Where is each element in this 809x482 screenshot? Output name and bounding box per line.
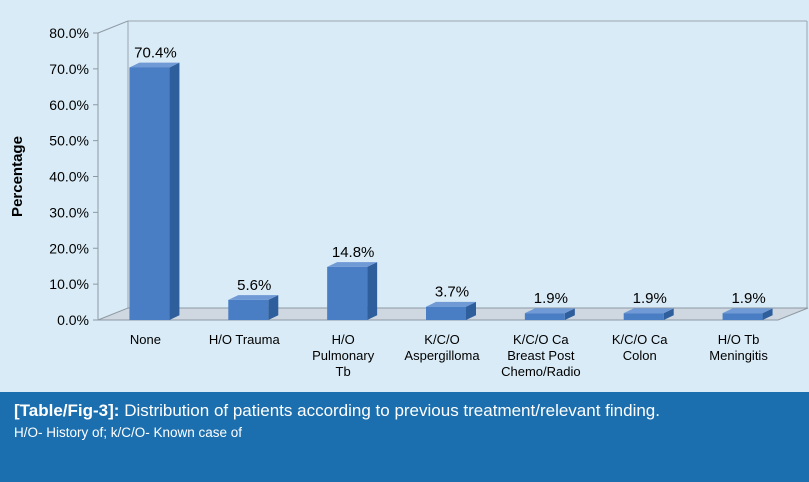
bar-top <box>623 308 674 314</box>
y-tick-label: 20.0% <box>49 240 89 256</box>
bar-top <box>327 262 378 267</box>
x-tick-label: K/C/O Ca Colon <box>612 332 668 363</box>
back-wall-edge <box>127 21 808 309</box>
y-tick-label: 80.0% <box>49 25 89 41</box>
data-label: 70.4% <box>134 44 177 61</box>
y-tick-label: 30.0% <box>49 204 89 220</box>
bar-top <box>129 62 180 68</box>
bar <box>129 67 170 320</box>
y-tick-label: 40.0% <box>49 169 89 185</box>
data-label: 5.6% <box>237 277 271 294</box>
bar-side <box>564 308 575 320</box>
x-tick-label: H/O Trauma <box>209 332 281 347</box>
x-tick-label: H/O Pulmonary Tb <box>312 332 375 379</box>
bar-side <box>268 295 279 320</box>
y-tick-label: 10.0% <box>49 276 89 292</box>
bar-side <box>367 262 378 320</box>
caption-tag: [Table/Fig-3]: <box>14 401 120 420</box>
caption-note: H/O- History of; k/C/O- Known case of <box>14 425 243 440</box>
y-axis-depth-line <box>97 20 129 34</box>
y-tick-label: 50.0% <box>49 133 89 149</box>
data-label: 1.9% <box>633 290 667 307</box>
bar-chart: 0.0% 10.0% 20.0% 30.0% 40.0% 50.0% 60.0% 70.0% 8… <box>9 20 809 379</box>
y-tick-label: 60.0% <box>49 97 89 113</box>
bar-top <box>524 308 575 314</box>
bar-top <box>426 301 476 307</box>
data-label: 3.7% <box>435 284 469 301</box>
bar-side <box>663 308 674 320</box>
caption-text: Distribution of patients according to pr… <box>124 401 660 420</box>
y-tick-label: 70.0% <box>49 61 89 77</box>
bar <box>623 313 664 320</box>
chart-area: 0.0% 10.0% 20.0% 30.0% 40.0% 50.0% 60.0% 70.0% 8… <box>9 20 809 379</box>
bar-side <box>762 308 773 320</box>
figure-caption: [Table/Fig-3]: Distribution of patients … <box>0 392 809 482</box>
data-label: 1.9% <box>534 290 568 307</box>
bar <box>228 299 269 320</box>
bar <box>524 313 565 320</box>
bar <box>722 313 763 320</box>
bar-side <box>466 301 476 320</box>
data-label: 1.9% <box>731 290 765 307</box>
bar-top <box>228 295 279 300</box>
x-tick-label: None <box>130 332 161 347</box>
data-label: 14.8% <box>332 244 375 261</box>
x-tick-label: K/C/O Aspergilloma <box>404 332 480 363</box>
x-tick-label: H/O Tb Meningitis <box>709 332 768 363</box>
bar-top <box>722 308 773 314</box>
y-tick-label: 0.0% <box>57 312 89 328</box>
bar <box>426 306 466 320</box>
bar-side <box>169 62 180 320</box>
x-tick-label: K/C/O Ca Breast Post Chemo/Radio <box>501 332 581 379</box>
bar <box>327 266 368 320</box>
caption-main: [Table/Fig-3]: Distribution of patients … <box>14 400 797 421</box>
y-axis-title: Percentage <box>9 136 26 217</box>
